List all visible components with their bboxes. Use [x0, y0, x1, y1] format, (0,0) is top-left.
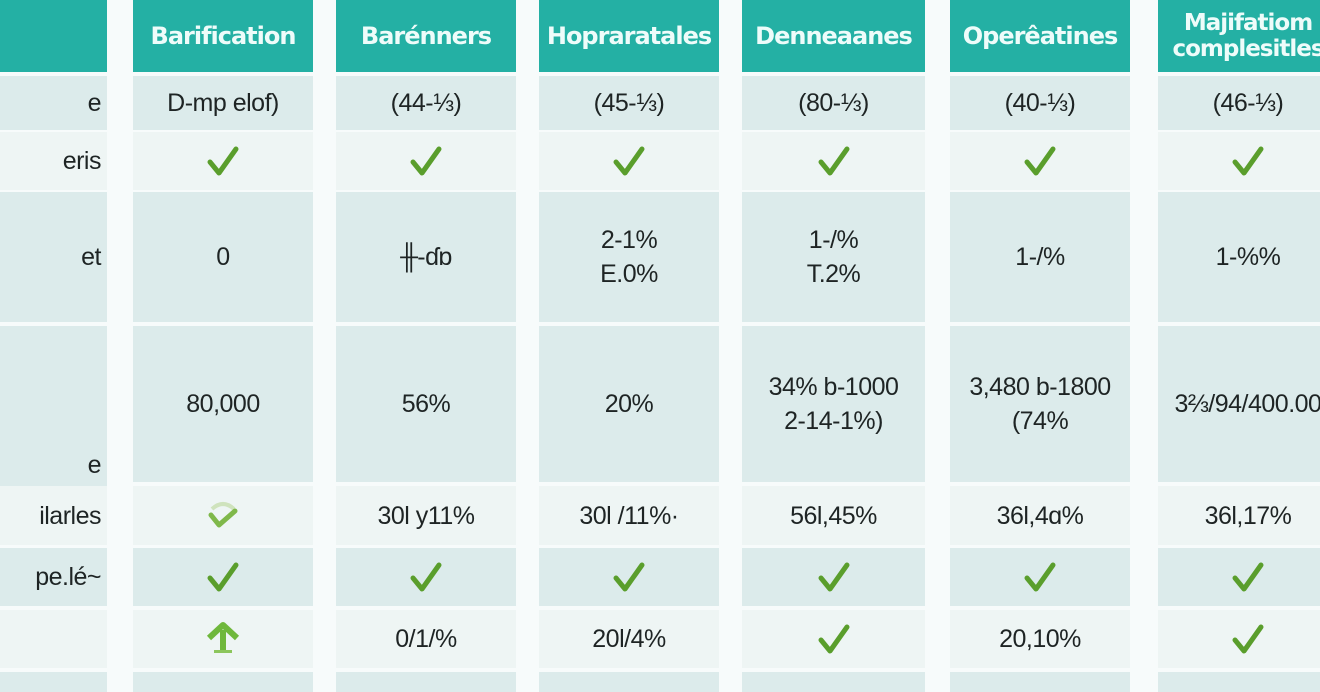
column-denneaanes: Denneaanes (80-⅓) 1-/% T.2% 34% b-1000 2… — [742, 0, 925, 692]
table-cell: ╫-ɗɒ — [336, 192, 516, 322]
column-barification: Barification D-mp elof) 0 80,000 — [133, 0, 313, 692]
check-icon — [1023, 560, 1057, 594]
table-cell: (40-⅓) — [950, 76, 1130, 130]
column-labels: e eris et e ilarles pe.lé~ — [0, 0, 107, 692]
table-cell — [539, 132, 719, 190]
check-icon — [817, 560, 851, 594]
header-cell[interactable]: Majifatiom complesitles — [1158, 0, 1320, 72]
column-barenners: Barénners (44-⅓) ╫-ɗɒ 56% 30l y11% 0/1/% — [336, 0, 516, 692]
table-cell: 3,480 b-1800 (74% — [950, 326, 1130, 482]
header-cell[interactable]: Operêatines — [950, 0, 1130, 72]
table-cell: (44-⅓) — [336, 76, 516, 130]
header-line: Majifatiom — [1183, 10, 1313, 36]
table-cell — [539, 548, 719, 606]
cell-line: T.2% — [806, 260, 861, 288]
table-cell — [950, 132, 1130, 190]
up-arrow-icon — [205, 621, 241, 657]
table-cell — [1158, 672, 1320, 692]
table-cell — [133, 486, 313, 545]
header-cell[interactable]: Barénners — [336, 0, 516, 72]
table-cell — [133, 132, 313, 190]
header-cell-labels — [0, 0, 107, 72]
table-cell — [133, 548, 313, 606]
row-label-1: e — [0, 76, 107, 130]
cell-line: 34% b-1000 — [768, 373, 899, 401]
cell-line: 3,480 b-1800 — [969, 373, 1111, 401]
table-cell — [336, 672, 516, 692]
row-label-8 — [0, 672, 107, 692]
table-cell: 30l /11%· — [539, 486, 719, 545]
check-icon — [206, 560, 240, 594]
row-label-3: et — [0, 192, 107, 322]
column-operatines: Operêatines (40-⅓) 1-/% 3,480 b-1800 (74… — [950, 0, 1130, 692]
table-cell: 0/1/% — [336, 610, 516, 668]
check-icon — [206, 144, 240, 178]
table-cell: 56% — [336, 326, 516, 482]
table-cell: 34% b-1000 2-14-1%) — [742, 326, 925, 482]
check-icon — [817, 144, 851, 178]
row-label-7 — [0, 610, 107, 668]
row-label-2: eris — [0, 132, 107, 190]
cell-line: 2-1% — [600, 226, 658, 254]
table-cell: 1-/% — [950, 192, 1130, 322]
cell-line: 2-14-1%) — [784, 407, 883, 435]
check-icon — [612, 560, 646, 594]
table-cell: 0 — [133, 192, 313, 322]
column-majifatiom-complesitles: Majifatiom complesitles (46-⅓) 1-%% 3⅔/9… — [1158, 0, 1320, 692]
table-cell — [1158, 610, 1320, 668]
table-cell — [133, 672, 313, 692]
header-cell[interactable]: Hopraratales — [539, 0, 719, 72]
table-cell — [1158, 132, 1320, 190]
table-cell: 80,000 — [133, 326, 313, 482]
column-hopraratales: Hopraratales (45-⅓) 2-1% E.0% 20% 30l /1… — [539, 0, 719, 692]
table-cell — [336, 548, 516, 606]
table-cell: (80-⅓) — [742, 76, 925, 130]
table-cell: D-mp elof) — [133, 76, 313, 130]
row-label-6: pe.lé~ — [0, 548, 107, 606]
check-icon — [1231, 144, 1265, 178]
table-cell: 20% — [539, 326, 719, 482]
table-cell — [742, 610, 925, 668]
table-cell — [1158, 548, 1320, 606]
table-cell — [336, 132, 516, 190]
table-cell: 3⅔/94/400.00 — [1158, 326, 1320, 482]
cell-line: E.0% — [600, 260, 658, 288]
header-cell[interactable]: Barification — [133, 0, 313, 72]
table-cell: 2-1% E.0% — [539, 192, 719, 322]
table-cell — [742, 672, 925, 692]
check-icon — [409, 144, 443, 178]
pending-check-icon — [206, 501, 240, 531]
table-cell — [133, 610, 313, 668]
cell-line: 1-/% — [808, 226, 859, 254]
table-cell: 20l/4% — [539, 610, 719, 668]
table-cell: 36l,4ɑ% — [950, 486, 1130, 545]
row-label-4: e — [0, 326, 107, 496]
table-cell: (46-⅓) — [1158, 76, 1320, 130]
check-icon — [1231, 560, 1265, 594]
check-icon — [612, 144, 646, 178]
table-cell: 20,10% — [950, 610, 1130, 668]
check-icon — [409, 560, 443, 594]
table-cell — [742, 548, 925, 606]
table-cell: (45-⅓) — [539, 76, 719, 130]
row-label-5: ilarles — [0, 486, 107, 545]
table-cell — [950, 548, 1130, 606]
table-cell: 1-%% — [1158, 192, 1320, 322]
header-cell[interactable]: Denneaanes — [742, 0, 925, 72]
table-cell: 30l y11% — [336, 486, 516, 545]
table-cell: 36l,17% — [1158, 486, 1320, 545]
cell-line: (74% — [1011, 407, 1069, 435]
check-icon — [1023, 144, 1057, 178]
check-icon — [817, 622, 851, 656]
table-cell: 1-/% T.2% — [742, 192, 925, 322]
table-cell — [742, 132, 925, 190]
check-icon — [1231, 622, 1265, 656]
table-cell — [539, 672, 719, 692]
header-line: complesitles — [1172, 36, 1320, 62]
table-cell — [950, 672, 1130, 692]
table-cell: 56l,45% — [742, 486, 925, 545]
